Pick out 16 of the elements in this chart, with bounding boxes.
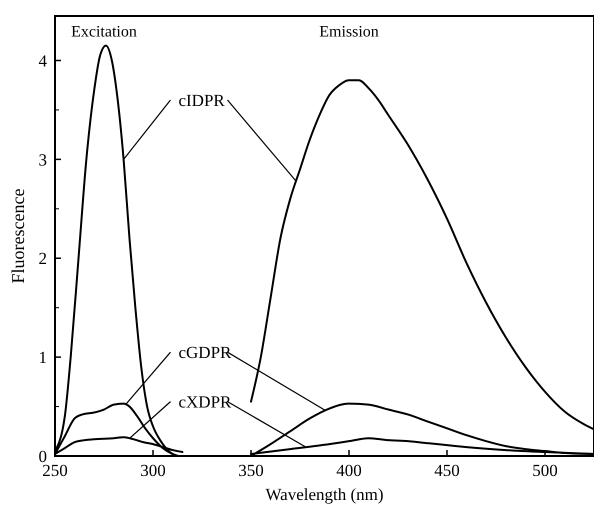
x-tick-label: 300 [140, 461, 166, 480]
text: cXDPR [178, 392, 232, 412]
y-tick-label: 4 [38, 51, 48, 70]
x-axis-title: Wavelength (nm) [265, 485, 384, 504]
y-tick-label: 3 [38, 150, 47, 170]
text: cGDPR [178, 343, 232, 362]
annotation: Emission [319, 23, 379, 40]
x-tick-label: 450 [434, 461, 460, 480]
y-tick-label: 2 [38, 249, 47, 268]
x-tick-label: 350 [238, 461, 264, 480]
x-tick-label: 400 [336, 461, 362, 480]
x-tick-label: 500 [532, 461, 558, 480]
y-tick-label: 1 [38, 348, 47, 368]
y-axis-title: Fluorescence [8, 188, 28, 284]
annotation: Excitation [71, 23, 137, 40]
text: cIDPR [178, 90, 226, 110]
